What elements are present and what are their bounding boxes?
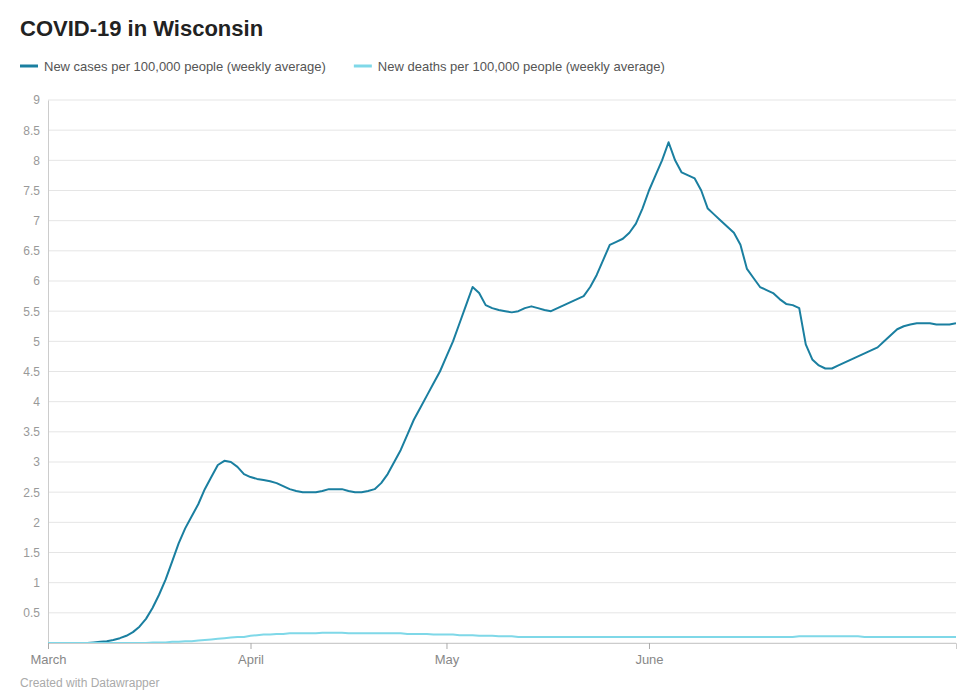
y-tick: 6: [33, 274, 48, 288]
x-tick-mark: [446, 643, 447, 649]
x-tick-label: March: [30, 652, 66, 667]
y-tick-label: 3: [33, 455, 40, 469]
grid-line: [48, 250, 956, 251]
y-tick: 2.5: [23, 486, 48, 500]
y-tick: 4: [33, 395, 48, 409]
y-tick: 7.5: [23, 184, 48, 198]
chart: COVID-19 in Wisconsin New cases per 100,0…: [0, 0, 980, 699]
y-tick-label: 2.5: [23, 486, 40, 500]
legend-label: New cases per 100,000 people (weekly ave…: [44, 59, 326, 74]
grid-line: [48, 371, 956, 372]
legend-item: New cases per 100,000 people (weekly ave…: [20, 59, 326, 74]
legend-swatch: [20, 65, 38, 68]
x-tick-label: June: [635, 652, 663, 667]
y-axis: 0.5 1 1.5 2 2.5 3 3.5 4 4.5 5 5.5 6 6.5 7 7.5 8 8.5 9: [23, 93, 48, 643]
legend: New cases per 100,000 people (weekly ave…: [20, 59, 665, 74]
plot: 0.5 1 1.5 2 2.5 3 3.5 4 4.5 5 5.5 6 6.5 7 7.5 8 8.5 9 Marc…: [23, 93, 956, 667]
series-group: [48, 142, 956, 643]
y-tick: 5: [33, 335, 48, 349]
y-tick: 3: [33, 455, 48, 469]
y-tick: 6.5: [23, 244, 48, 258]
y-tick-label: 4: [33, 395, 40, 409]
y-tick: 8: [33, 154, 48, 168]
x-tick: May: [435, 643, 460, 667]
footer: Created with Datawrapper: [20, 676, 159, 690]
y-tick-label: 1: [33, 576, 40, 590]
grid-line: [48, 612, 956, 613]
y-tick: 0.5: [23, 606, 48, 620]
x-tick-mark: [649, 643, 650, 649]
y-tick-label: 6: [33, 274, 40, 288]
grid-line: [48, 341, 956, 342]
series-line: [48, 633, 956, 643]
y-tick-label: 3.5: [23, 425, 40, 439]
grid-line: [48, 552, 956, 553]
x-tick: June: [635, 643, 663, 667]
x-tick-mark: [251, 643, 252, 649]
y-tick-label: 5.5: [23, 305, 40, 319]
y-tick-label: 1.5: [23, 546, 40, 560]
y-tick-label: 2: [33, 516, 40, 530]
y-tick-label: 9: [33, 93, 40, 107]
x-tick-mark: [48, 643, 49, 649]
x-tick-label: April: [238, 652, 264, 667]
y-tick: 7: [33, 214, 48, 228]
y-tick-label: 7: [33, 214, 40, 228]
y-tick-label: 4.5: [23, 365, 40, 379]
y-tick: 1: [33, 576, 48, 590]
y-tick: 4.5: [23, 365, 48, 379]
series-line: [48, 142, 956, 643]
legend-label: New deaths per 100,000 people (weekly av…: [378, 59, 665, 74]
y-tick: 3.5: [23, 425, 48, 439]
grid-line: [48, 431, 956, 432]
grid-line: [48, 130, 956, 131]
y-tick: 2: [33, 516, 48, 530]
x-axis-line: [49, 644, 957, 650]
grid-line: [48, 220, 956, 221]
grid-line: [48, 100, 956, 101]
y-tick: 9: [33, 93, 48, 107]
y-tick-label: 8: [33, 154, 40, 168]
y-tick: 1.5: [23, 546, 48, 560]
legend-swatch: [354, 65, 372, 68]
y-tick-label: 5: [33, 335, 40, 349]
y-axis-line: [48, 101, 49, 644]
title: COVID-19 in Wisconsin: [20, 16, 263, 41]
y-tick-label: 8.5: [23, 124, 40, 138]
x-axis: March April May June: [30, 643, 956, 667]
grid-line: [48, 462, 956, 463]
y-tick-label: 0.5: [23, 606, 40, 620]
grid-line: [48, 522, 956, 523]
legend-item: New deaths per 100,000 people (weekly av…: [354, 59, 665, 74]
x-tick: March: [30, 643, 66, 667]
grid-line: [48, 582, 956, 583]
y-tick: 5.5: [23, 305, 48, 319]
grid-line: [48, 190, 956, 191]
y-tick-label: 7.5: [23, 184, 40, 198]
x-tick: April: [238, 643, 264, 667]
x-tick-label: May: [435, 652, 460, 667]
grid-line: [48, 401, 956, 402]
grid-line: [48, 281, 956, 282]
y-tick: 8.5: [23, 124, 48, 138]
y-tick-label: 6.5: [23, 244, 40, 258]
grid-line: [48, 492, 956, 493]
grid: [48, 100, 956, 643]
grid-line: [48, 160, 956, 161]
